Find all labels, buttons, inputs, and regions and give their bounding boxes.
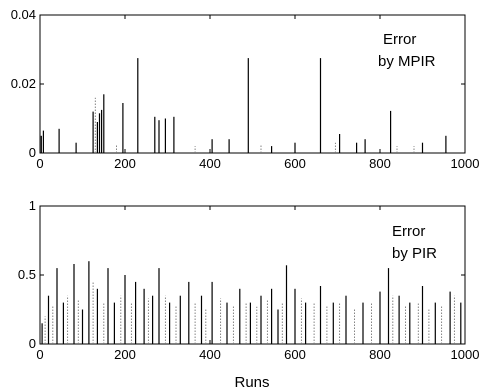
annotation-line-2: by MPIR [378,53,436,70]
x-tick-label: 400 [199,156,221,171]
annotation-line-1: Error [392,223,425,240]
x-tick-label: 0 [36,347,43,362]
x-tick-label: 800 [369,347,391,362]
axis-ticks: 0 200 400 600 800 1000 0 0.02 0.04 [11,7,480,171]
series-marks [40,58,447,153]
annotation-line-2: by PIR [392,245,437,262]
x-tick-label: 1000 [451,156,480,171]
y-tick-label: 0.04 [11,7,36,22]
panel-error-by-pir: 0 200 400 600 800 1000 0 0.5 1 Error by PIR [18,198,480,362]
x-tick-label: 200 [114,156,136,171]
x-tick-label: 600 [284,156,306,171]
series-marks [41,261,462,344]
x-tick-label: 200 [114,347,136,362]
x-tick-label: 600 [284,347,306,362]
x-tick-label: 0 [36,156,43,171]
panel-error-by-mpir: 0 200 400 600 800 1000 0 0.02 0.04 Error by MPIR [11,7,480,171]
x-tick-label: 800 [369,156,391,171]
y-tick-label: 0.02 [11,76,36,91]
y-tick-label: 0 [29,145,36,160]
x-tick-label: 400 [199,347,221,362]
y-tick-label: 1 [29,198,36,213]
annotation-line-1: Error [383,31,416,48]
y-tick-label: 0 [29,336,36,351]
axis-ticks: 0 200 400 600 800 1000 0 0.5 1 [18,198,480,362]
x-axis-title: Runs [234,374,269,391]
x-tick-label: 1000 [451,347,480,362]
y-tick-label: 0.5 [18,267,36,282]
